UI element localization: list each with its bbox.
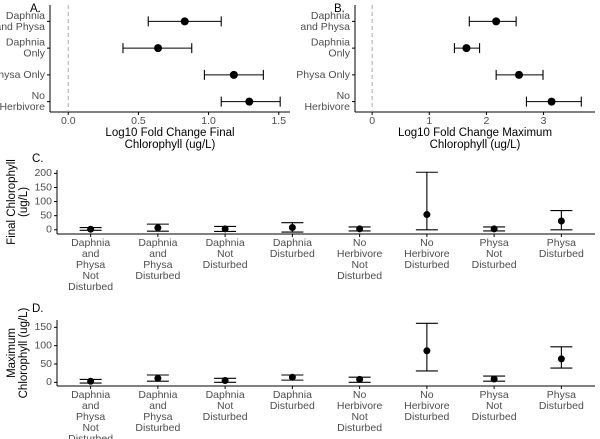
x-tick-label: No Herbivore Disturbed	[404, 389, 450, 423]
panel-label: C.	[32, 153, 44, 165]
y-tick-label: Physa Only	[0, 69, 46, 81]
x-tick-label: No Herbivore Not Disturbed	[337, 237, 383, 282]
y-tick-label: Daphnia and Physa	[0, 10, 45, 33]
y-tick-label: Physa Only	[296, 69, 350, 81]
point	[557, 217, 565, 225]
point	[423, 347, 431, 355]
point	[87, 225, 95, 233]
x-tick-label: No Herbivore Not Disturbed	[337, 389, 383, 434]
y-tick-label: No Herbivore	[0, 90, 45, 113]
point	[490, 225, 498, 233]
y-tick-label: 50	[40, 209, 52, 221]
point	[423, 211, 431, 219]
x-tick-label: 1	[426, 115, 432, 127]
point	[229, 70, 238, 79]
x-tick-label: No Herbivore Disturbed	[404, 237, 450, 271]
point	[462, 44, 471, 53]
point	[154, 374, 162, 382]
point	[221, 225, 229, 233]
x-tick-label: Physa Disturbed	[539, 237, 584, 260]
point	[356, 375, 364, 383]
x-tick-label: 3	[541, 115, 547, 127]
x-tick-label: Daphnia Disturbed	[270, 237, 315, 260]
x-tick-label: 0.0	[61, 115, 76, 127]
x-tick-label: 1.0	[201, 115, 216, 127]
y-tick-label: Daphnia Only	[311, 36, 351, 59]
point	[87, 377, 95, 385]
point	[154, 224, 162, 232]
y-axis-title: Final Chlorophyll(ug/L)	[6, 159, 30, 245]
x-tick-label: Daphnia Disturbed	[270, 389, 315, 412]
point	[356, 225, 364, 233]
panel-label: B.	[334, 3, 345, 15]
y-tick-label: 150	[34, 321, 52, 333]
y-tick-label: Daphnia Only	[6, 36, 46, 59]
point	[221, 377, 229, 384]
x-tick-label: 2	[484, 115, 490, 127]
x-tick-label: Daphnia and Physa Disturbed	[135, 389, 180, 434]
x-tick-label: 0	[369, 115, 375, 127]
point	[288, 224, 296, 232]
y-tick-label: 50	[40, 358, 52, 370]
x-tick-label: Daphnia and Physa Not Disturbed	[68, 389, 113, 439]
x-tick-label: Physa Not Disturbed	[472, 389, 517, 423]
y-tick-label: 150	[34, 181, 52, 193]
point	[492, 17, 501, 26]
x-tick-label: 0.5	[131, 115, 146, 127]
x-tick-label: Daphnia Not Disturbed	[203, 237, 248, 271]
point	[547, 97, 556, 106]
point	[557, 355, 565, 363]
x-tick-label: Physa Not Disturbed	[472, 237, 517, 271]
point	[490, 375, 498, 383]
x-tick-label: Daphnia and Physa Disturbed	[135, 237, 180, 282]
y-tick-label: 100	[34, 195, 52, 207]
y-tick-label: 0	[46, 376, 52, 388]
x-tick-label: 1.5	[271, 115, 286, 127]
x-axis-title: Log10 Fold Change Final Chlorophyll (ug/L…	[105, 127, 234, 151]
x-tick-label: Daphnia and Physa Not Disturbed	[68, 237, 113, 293]
y-axis-title: MaximumChlorophyll (ug/L)	[6, 307, 30, 398]
panel-label: A.	[30, 3, 41, 15]
point	[180, 17, 189, 26]
point	[288, 373, 296, 381]
y-tick-label: No Herbivore	[304, 90, 350, 113]
panel-label: D.	[32, 303, 44, 315]
x-tick-label: Daphnia Not Disturbed	[203, 389, 248, 423]
x-tick-label: Physa Disturbed	[539, 389, 584, 412]
y-tick-label: Daphnia and Physa	[300, 10, 350, 33]
point	[245, 97, 254, 106]
point	[154, 44, 163, 53]
y-tick-label: 100	[34, 339, 52, 351]
y-tick-label: 0	[46, 224, 52, 236]
point	[515, 70, 523, 79]
x-axis-title: Log10 Fold Change Maximum Chlorophyll (ug…	[398, 127, 552, 151]
y-tick-label: 200	[34, 167, 52, 179]
